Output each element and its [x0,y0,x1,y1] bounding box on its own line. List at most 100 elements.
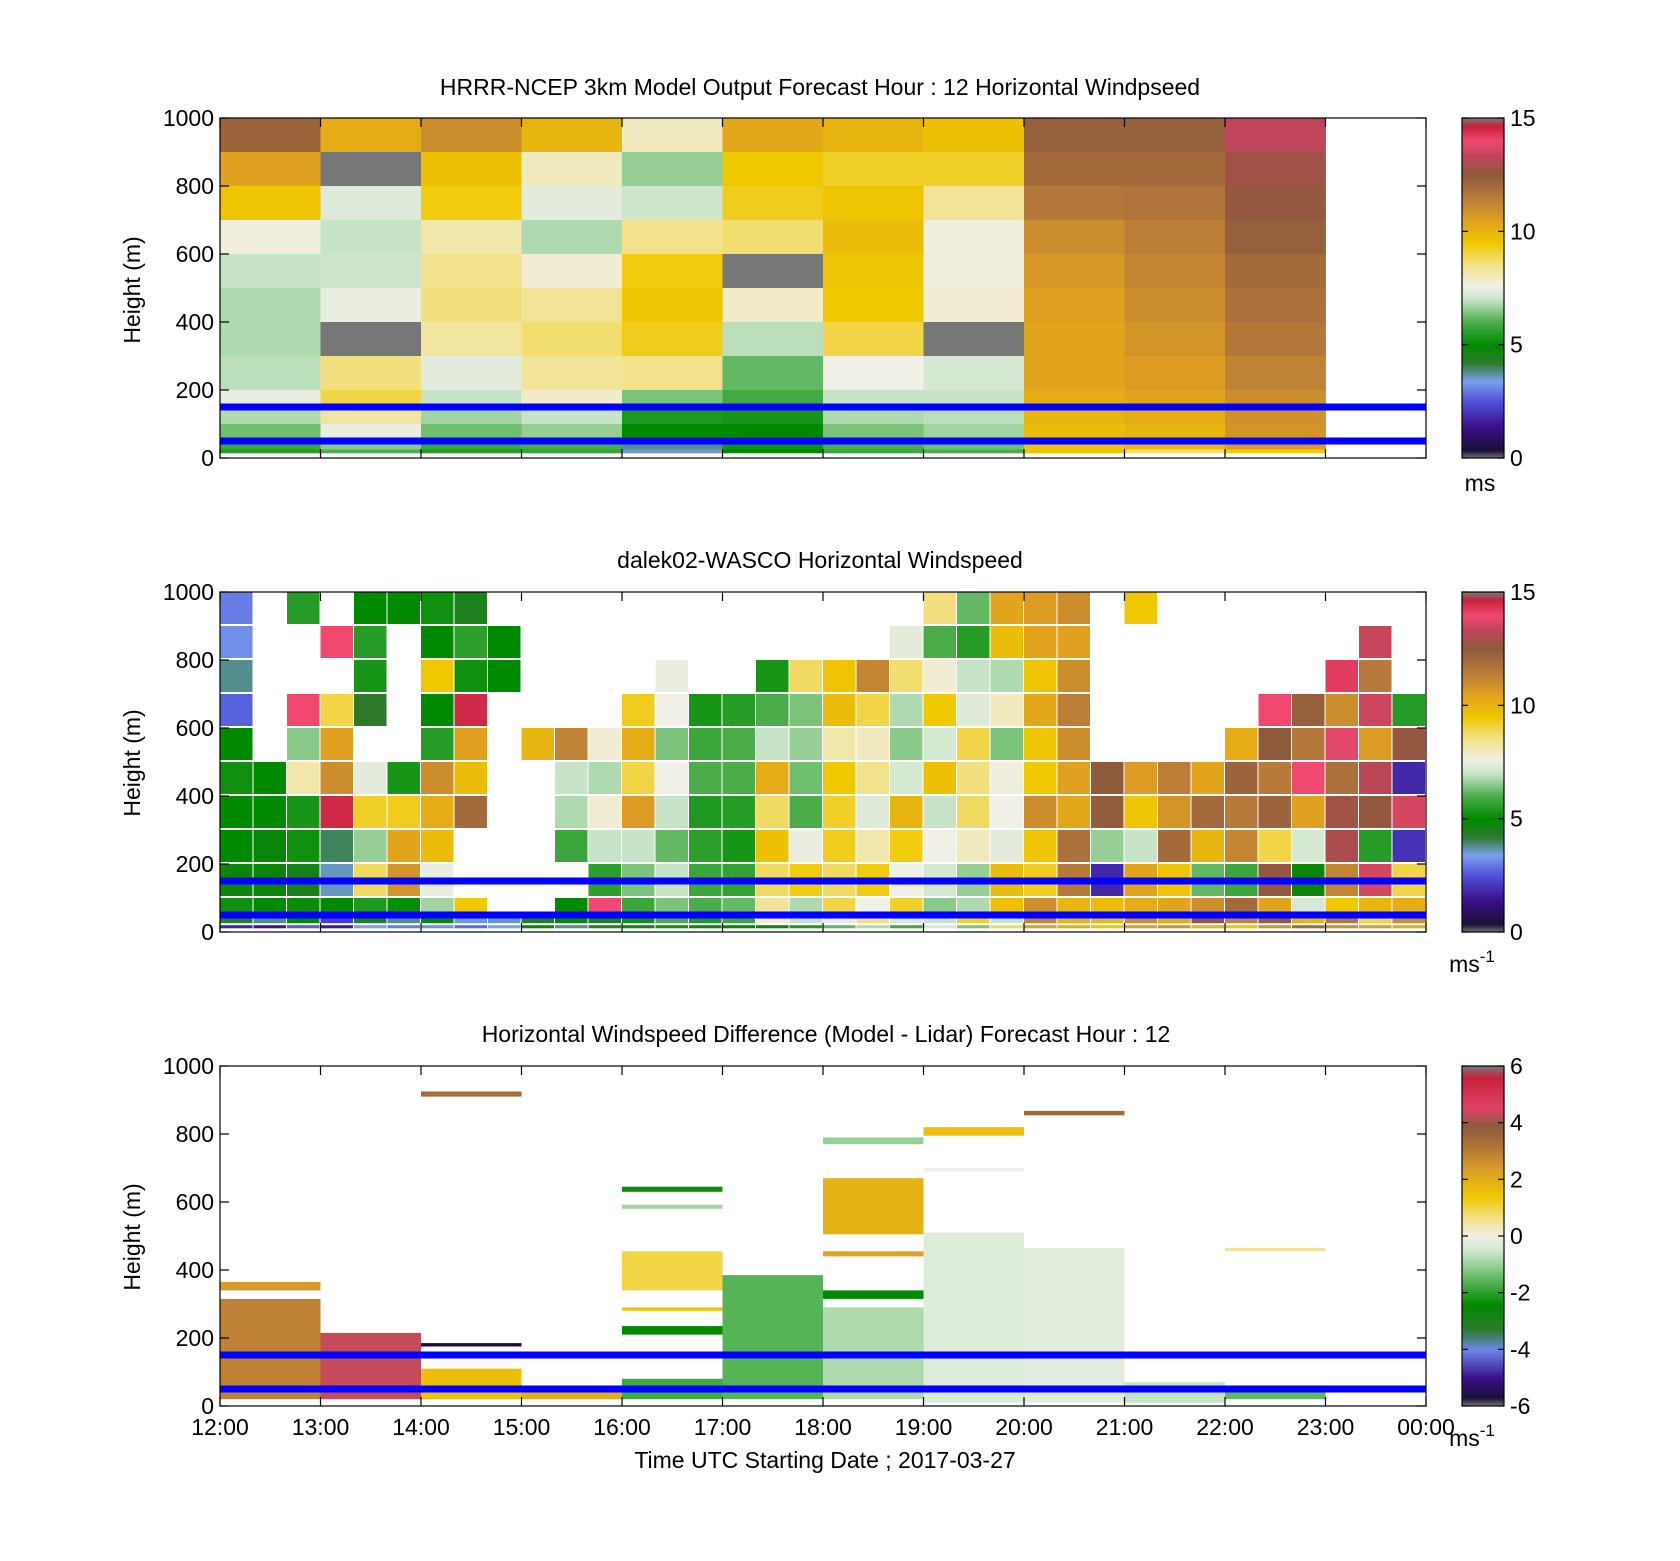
heatmap-cell [1024,796,1057,828]
heatmap-cell [923,694,956,726]
colorbar-swatch [1462,1194,1504,1197]
colorbar-unit: ms [1465,470,1496,496]
heatmap-cell [1225,152,1326,187]
colorbar-swatch [1462,1084,1504,1087]
colorbar-swatch [1462,120,1504,123]
heatmap-cell [1225,254,1326,289]
heatmap-cell [923,441,1025,450]
colorbar-swatch [1462,242,1504,245]
colorbar-swatch [1462,828,1504,831]
colorbar-swatch [1462,594,1504,597]
colorbar-tick-label: 10 [1510,692,1536,718]
heatmap-cell [1024,1110,1125,1116]
heatmap-cell [1325,660,1358,692]
heatmap-cell [320,186,422,221]
heatmap-cell [1225,830,1258,862]
heatmap-cell [1225,1247,1326,1252]
heatmap-cell [823,407,924,425]
heatmap-cell [689,915,722,924]
colorbar-swatch [1462,196,1504,199]
colorbar-swatch [1462,1144,1504,1147]
heatmap-cell [1225,356,1326,391]
colorbar-swatch [1462,1172,1504,1175]
heatmap-cell [1024,449,1125,454]
axis-ticks: 0 200 400 600 800 1000 [163,1053,1427,1419]
heatmap-cell [957,830,990,862]
heatmap-cell [1124,592,1157,624]
heatmap-cell [1292,898,1325,913]
colorbar-swatch [1462,632,1504,635]
heatmap-cell [823,322,924,357]
heatmap-cell [1158,915,1191,924]
heatmap-cell [622,441,723,450]
colorbar-swatch [1462,750,1504,753]
heatmap-cell [421,694,454,726]
colorbar-swatch [1462,814,1504,817]
colorbar-swatch [1462,846,1504,849]
colorbar-swatch [1462,848,1504,851]
colorbar-swatch [1462,1260,1504,1263]
colorbar-swatch [1462,1078,1504,1081]
colorbar-swatch [1462,636,1504,639]
heatmap-cell [220,407,321,425]
colorbar-swatch [1462,1344,1504,1347]
heatmap-cell [890,898,923,913]
heatmap-cells [220,592,1425,929]
colorbar-swatch [1462,1086,1504,1089]
heatmap-cell [1024,356,1125,391]
heatmap-cell [253,796,286,828]
heatmap-cell [823,1290,924,1299]
heatmap-cell [1292,830,1325,862]
colorbar-swatch [1462,688,1504,691]
heatmap-cell [253,762,286,794]
colorbar-swatch [1462,854,1504,857]
colorbar-swatch [1462,682,1504,685]
heatmap-cell [1024,660,1057,692]
colorbar-swatch [1462,810,1504,813]
heatmap-cell [890,925,923,929]
axis-ticks: 0 200 400 600 800 1000 [163,105,1427,471]
model-windspeed-panel: HRRR-NCEP 3km Model Output Forecast Hour… [119,74,1536,496]
colorbar-swatch [1462,796,1504,799]
time-tick-label: 15:00 [493,1414,551,1440]
colorbar-swatch [1462,1292,1504,1295]
colorbar-swatch [1462,1362,1504,1365]
time-tick-label: 00:00 [1397,1414,1455,1440]
colorbar-swatch [1462,324,1504,327]
colorbar-swatch [1462,1314,1504,1317]
colorbar-swatch [1462,898,1504,901]
heatmap-cell [957,592,990,624]
colorbar-swatch [1462,1200,1504,1203]
heatmap-cell [689,830,722,862]
colorbar-swatch [1462,404,1504,407]
colorbar-swatch [1462,880,1504,883]
colorbar-swatch [1462,1334,1504,1337]
colorbar-swatch [1462,1258,1504,1261]
colorbar-swatch [1462,340,1504,343]
colorbar-swatch [1462,432,1504,435]
colorbar-swatch [1462,128,1504,131]
heatmap-cell [1024,441,1125,450]
colorbar-swatch [1462,1162,1504,1165]
colorbar-swatch [1462,1180,1504,1183]
colorbar-swatch [1462,1340,1504,1343]
heatmap-cell [220,118,321,153]
heatmap-cell [655,660,688,692]
heatmap-cell [1359,898,1392,913]
heatmap-cell [1124,925,1157,929]
heatmap-cell [1258,898,1291,913]
heatmap-cell [1024,424,1125,442]
colorbar-swatch [1462,648,1504,651]
colorbar-swatch [1462,1188,1504,1191]
heatmap-cell [320,390,422,408]
heatmap-cell [957,796,990,828]
colorbar-swatch [1462,624,1504,627]
heatmap-cell [421,288,522,323]
colorbar-swatch [1462,198,1504,201]
heatmap-cell [488,925,521,929]
heatmap-cell [923,1127,1024,1136]
colorbar-swatch [1462,718,1504,721]
colorbar-swatch [1462,668,1504,671]
colorbar-swatch [1462,146,1504,149]
colorbar-swatch [1462,1390,1504,1393]
